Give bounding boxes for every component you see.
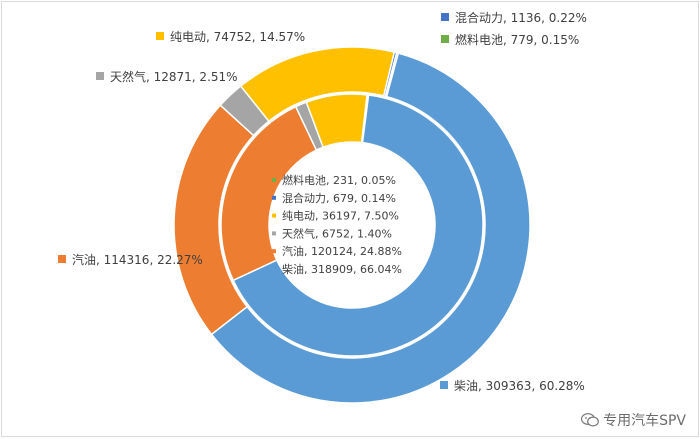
outer-label-key (96, 72, 104, 80)
inner-ring-slice (305, 93, 368, 149)
inner-label-key (272, 231, 276, 236)
wechat-icon (581, 413, 599, 427)
outer-label-key (441, 13, 449, 21)
outer-label-key (440, 381, 448, 389)
outer-label-key (58, 255, 66, 263)
outer-data-label: 汽油, 114316, 22.27% (72, 252, 203, 267)
inner-data-label: 混合动力, 679, 0.14% (282, 191, 396, 205)
outer-ring-slice (210, 52, 531, 404)
inner-label-key (272, 267, 276, 271)
outer-ring-slice (239, 46, 396, 123)
inner-label-key (272, 178, 276, 182)
inner-data-label: 燃料电池, 231, 0.05% (282, 173, 396, 187)
outer-ring (173, 46, 531, 404)
inner-data-label: 汽油, 120124, 24.88% (282, 244, 402, 258)
outer-data-label: 混合动力, 1136, 0.22% (455, 10, 587, 25)
inner-label-key (272, 249, 276, 254)
watermark-text: 专用汽车SPV (603, 413, 686, 429)
inner-ring-slice (232, 94, 484, 357)
watermark: 专用汽车SPV (581, 410, 686, 430)
inner-label-key (272, 195, 276, 200)
outer-data-label: 燃料电池, 779, 0.15% (455, 32, 579, 47)
outer-label-key (441, 35, 449, 43)
inner-data-label: 天然气, 6752, 1.40% (282, 226, 392, 240)
inner-data-label: 柴油, 318909, 66.04% (282, 262, 402, 276)
outer-data-label: 柴油, 309363, 60.28% (454, 379, 585, 393)
inner-ring (220, 93, 484, 357)
outer-data-label: 纯电动, 74752, 14.57% (170, 30, 305, 44)
outer-data-label: 天然气, 12871, 2.51% (110, 69, 238, 84)
inner-label-key (272, 213, 276, 218)
outer-label-key (156, 32, 164, 40)
inner-data-label: 纯电动, 36197, 7.50% (282, 210, 399, 223)
